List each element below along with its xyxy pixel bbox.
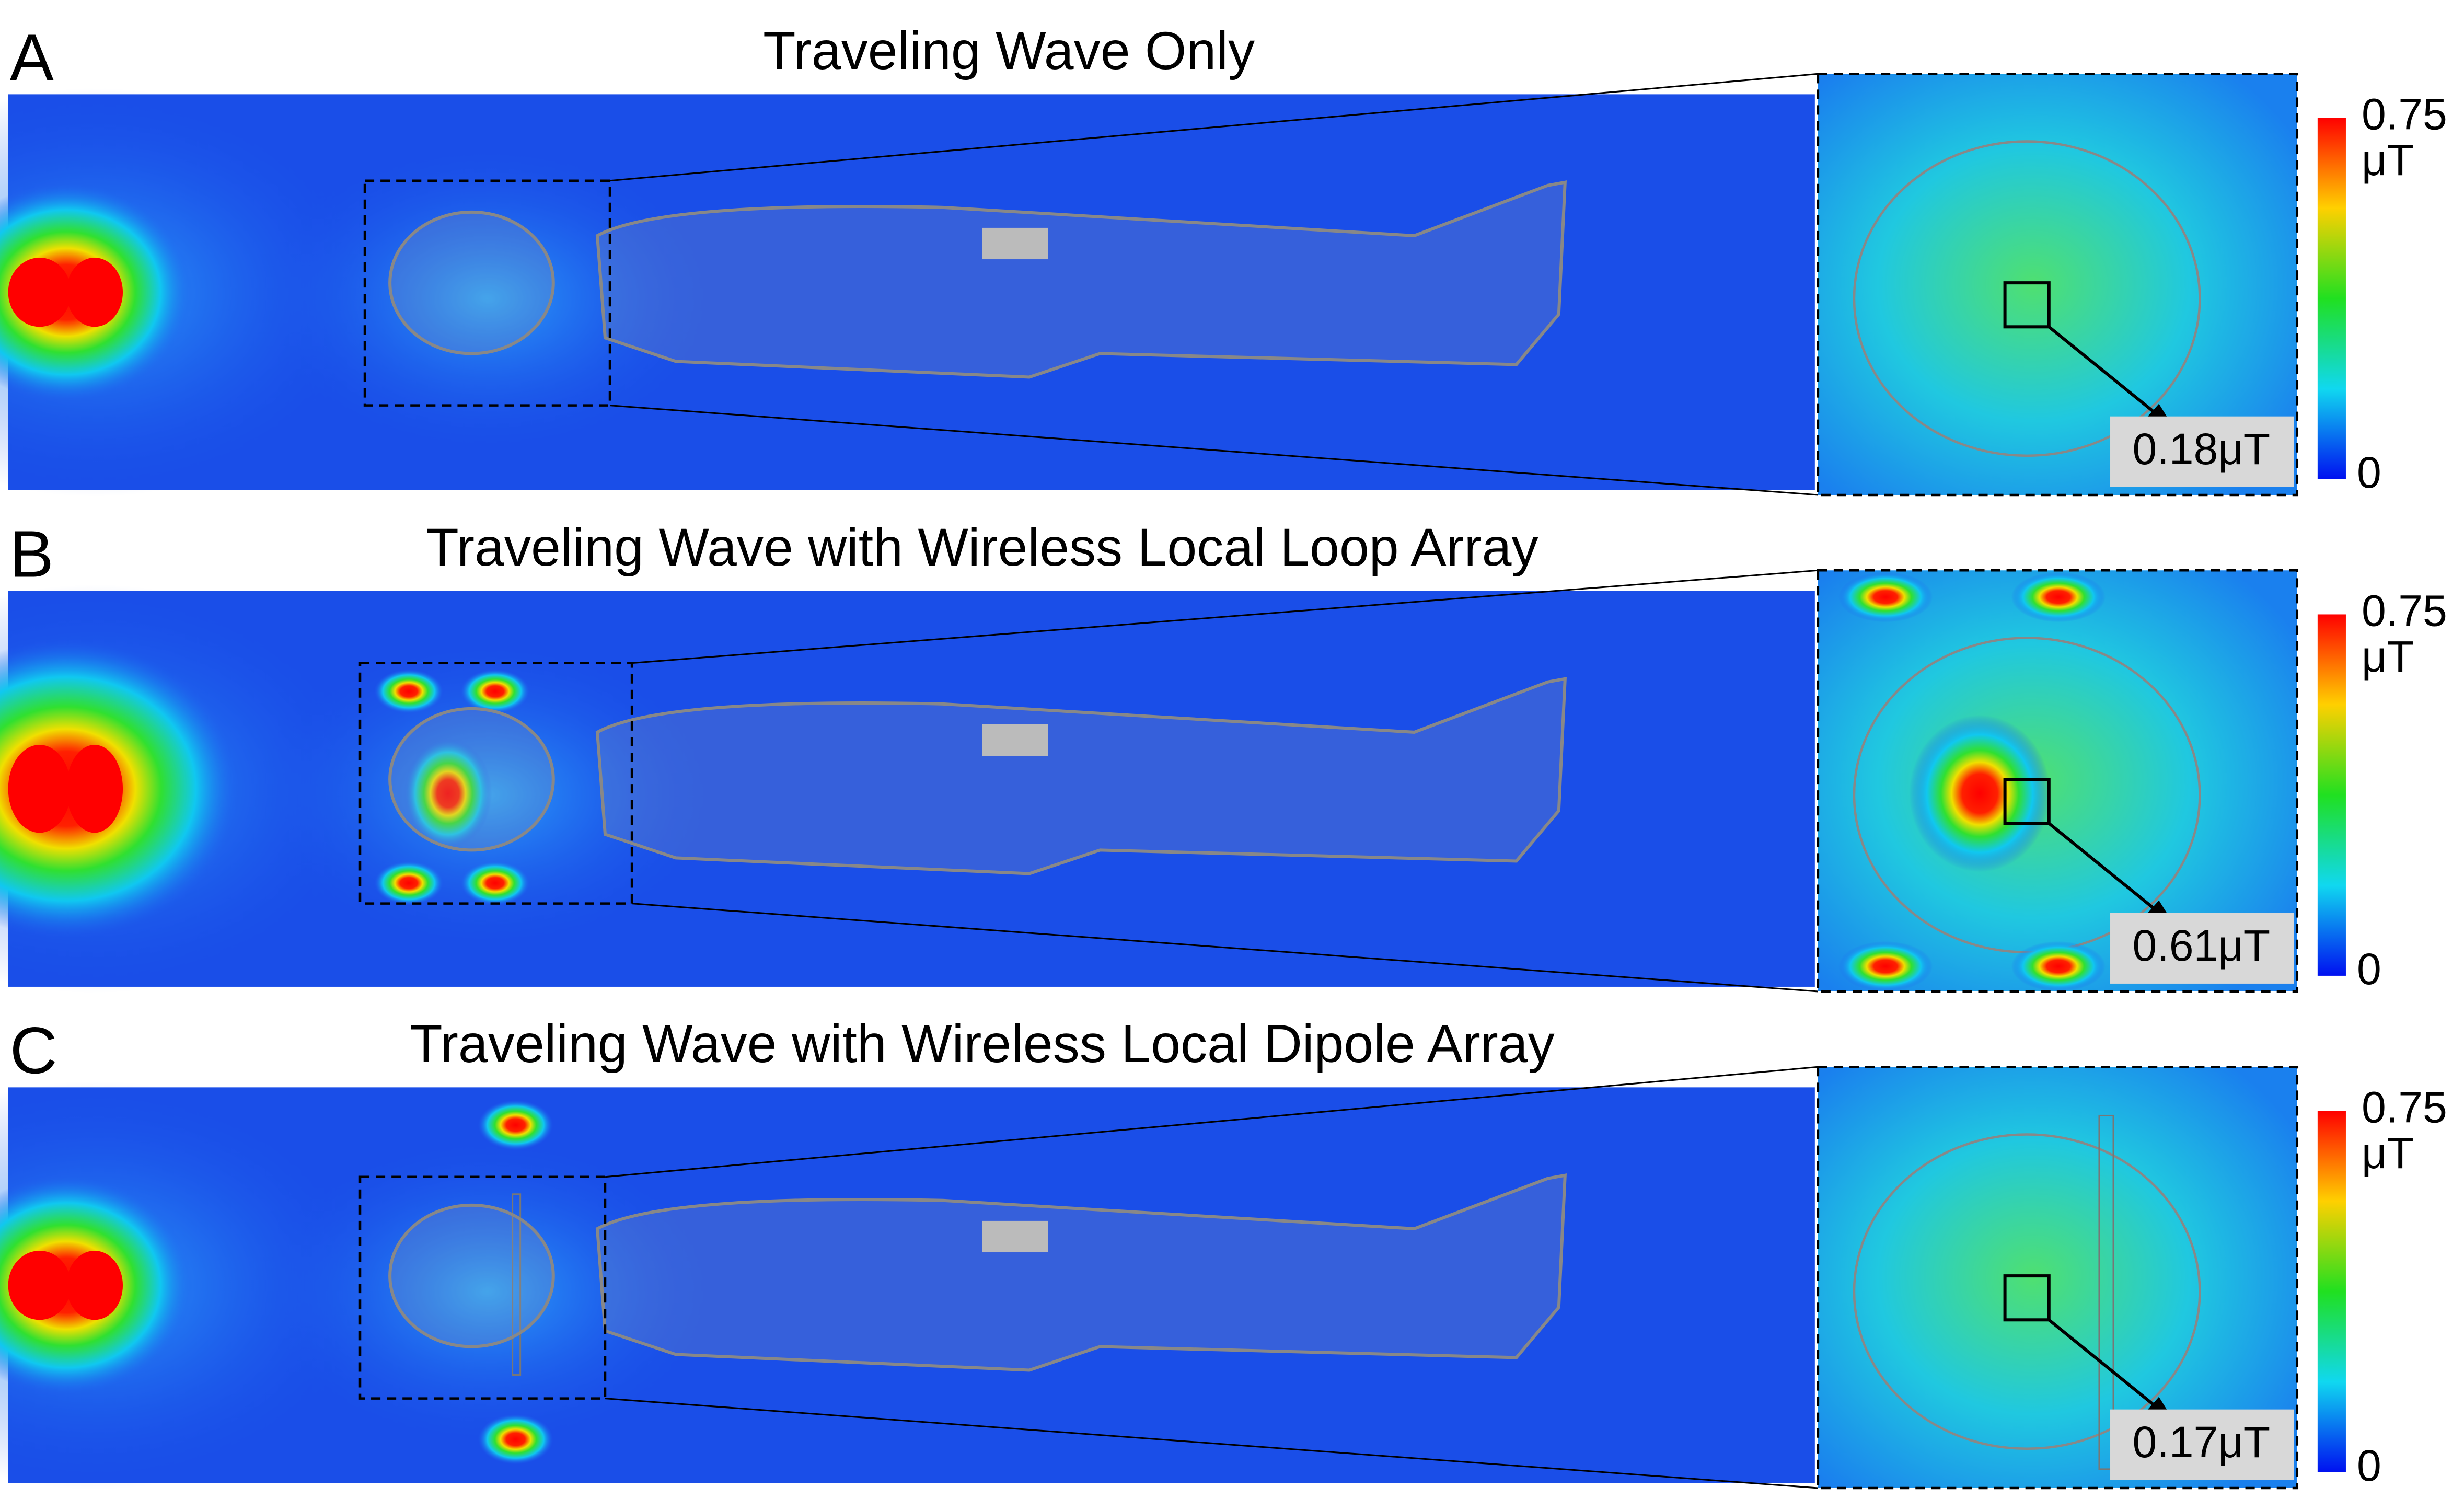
zoom-line (605, 1398, 1818, 1489)
measure-label-bg (2110, 1409, 2294, 1480)
head (388, 707, 555, 852)
source-lobe (8, 1251, 71, 1320)
panel: B Traveling Wave with Wireless Local Loop… (0, 517, 2447, 994)
dipole-field (478, 1414, 553, 1465)
colorbar-unit: μT (2362, 135, 2414, 185)
measure-label: 0.17μT (2133, 1417, 2271, 1467)
arrow (2047, 325, 2167, 423)
panel-title: Traveling Wave with Wireless Local Dipol… (410, 1013, 1555, 1074)
device (982, 227, 1048, 260)
inset-coil-field (2011, 941, 2106, 991)
device (982, 1220, 1048, 1253)
field-halo (251, 141, 723, 456)
colorbar (2317, 118, 2346, 479)
colorbar-min: 0 (2357, 448, 2381, 497)
inset-local-field (1909, 714, 2051, 872)
head (388, 1203, 555, 1348)
source-lobe (66, 258, 123, 327)
dipole (512, 1193, 522, 1376)
head (388, 210, 555, 355)
colorbar-unit: μT (2362, 1128, 2414, 1178)
colorbar (2317, 1111, 2346, 1472)
inset-coil-field (1838, 572, 1933, 622)
panel-title: Traveling Wave with Wireless Local Loop … (426, 517, 1538, 577)
measure-label-bg (2110, 416, 2294, 487)
source-lobe (66, 744, 123, 833)
measure-box (2003, 281, 2051, 329)
inset-coil-field (1838, 941, 1933, 991)
zoom-line (631, 569, 1818, 664)
panel-label: C (10, 1014, 57, 1088)
zoom-box (358, 1175, 607, 1400)
colorbar-max: 0.75 (2362, 586, 2447, 636)
measure-label: 0.61μT (2133, 921, 2271, 970)
source-lobe (8, 744, 71, 833)
inset-dipole (2098, 1114, 2114, 1470)
inset-head (1853, 1133, 2201, 1450)
zoom-box (358, 662, 633, 905)
measure-box (2003, 778, 2051, 825)
colorbar-max: 0.75 (2362, 90, 2447, 139)
colorbar (2317, 614, 2346, 976)
inset-head (1853, 140, 2201, 457)
panel-label: B (10, 517, 54, 591)
measure-label: 0.18μT (2133, 424, 2271, 474)
coil-field (374, 669, 444, 713)
local-field (404, 738, 492, 849)
body (595, 677, 1567, 875)
zoom-line (631, 903, 1818, 993)
zoom-line (609, 73, 1818, 182)
colorbar-min: 0 (2357, 1441, 2381, 1490)
colorbar-unit: μT (2362, 632, 2414, 681)
arrow (2047, 1318, 2167, 1415)
panel: C Traveling Wave with Wireless Local Dipo… (0, 1013, 2447, 1490)
body (595, 180, 1567, 379)
arrow (2047, 822, 2167, 919)
source-lobe (8, 258, 71, 327)
coil-field (460, 669, 530, 713)
colorbar-max: 0.75 (2362, 1083, 2447, 1132)
coil-field (460, 861, 530, 905)
measure-label-bg (2110, 913, 2294, 984)
inset-coil-field (2011, 572, 2106, 622)
field-halo (251, 1134, 723, 1449)
panel-title: Traveling Wave Only (763, 20, 1255, 80)
body (595, 1173, 1567, 1372)
panel-label: A (10, 21, 54, 95)
source-lobe (66, 1251, 123, 1320)
zoom-line (605, 1066, 1818, 1178)
dipole-field (478, 1100, 553, 1150)
colorbar-min: 0 (2357, 944, 2381, 994)
measure-box (2003, 1274, 2051, 1322)
coil-field (374, 861, 444, 905)
device (982, 724, 1048, 756)
zoom-line (609, 405, 1818, 496)
